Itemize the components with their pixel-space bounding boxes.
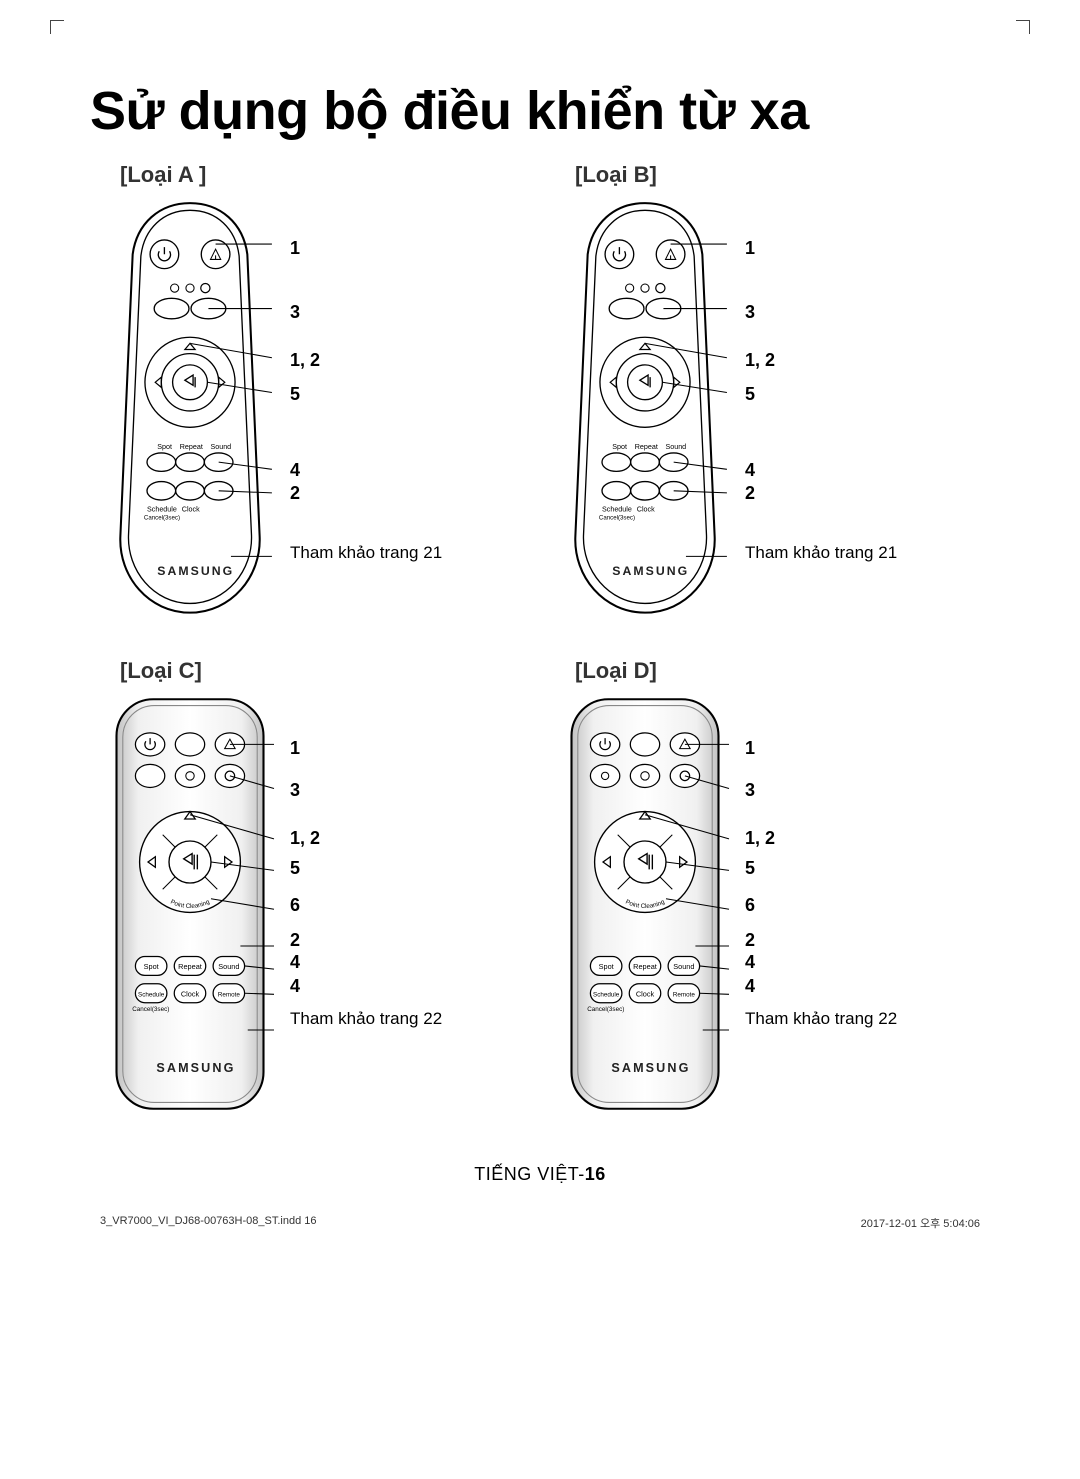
svg-text:Cancel(3sec): Cancel(3sec) [132, 1006, 169, 1013]
ref-d: Tham khảo trang 22 [745, 1008, 897, 1029]
svg-text:Schedule: Schedule [593, 991, 620, 998]
print-timestamp: 2017-12-01 오후 5:04:06 [861, 1215, 980, 1231]
brand-logo: SAMSUNG [157, 564, 234, 578]
callouts-a: 1 3 1, 2 5 4 2 Tham khảo trang 21 [290, 198, 535, 628]
svg-text:Repeat: Repeat [635, 443, 658, 451]
svg-text:Clock: Clock [636, 989, 655, 998]
svg-text:Schedule: Schedule [138, 991, 165, 998]
svg-text:Repeat: Repeat [178, 962, 202, 971]
svg-text:Spot: Spot [144, 962, 159, 971]
cell-type-a: [Loại A ] [90, 162, 535, 628]
label-schedule: Schedule [147, 505, 177, 513]
type-a-label: [Loại A ] [120, 162, 535, 188]
print-footer: 3_VR7000_VI_DJ68-00763H-08_ST.indd 16 20… [60, 1215, 1020, 1231]
svg-text:Sound: Sound [218, 962, 239, 971]
svg-text:Clock: Clock [637, 505, 655, 513]
type-c-label: [Loại C] [120, 658, 535, 684]
label-spot: Spot [157, 443, 172, 451]
svg-text:Sound: Sound [665, 443, 686, 451]
cell-type-b: [Loại B] [545, 162, 990, 628]
cell-type-d: [Loại D] [545, 658, 990, 1114]
remote-grid: [Loại A ] [60, 162, 1020, 1114]
label-clock: Clock [182, 505, 200, 513]
ref-c: Tham khảo trang 22 [290, 1008, 442, 1029]
svg-text:Cancel(3sec): Cancel(3sec) [587, 1006, 624, 1013]
remote-b: Spot Repeat Sound Schedule Clock Cancel(… [545, 198, 745, 628]
svg-text:Clock: Clock [181, 989, 200, 998]
remote-a: Spot Repeat Sound Schedule Clock Cancel(… [90, 198, 290, 628]
svg-text:Spot: Spot [612, 443, 627, 451]
type-d-label: [Loại D] [575, 658, 990, 684]
cell-type-c: [Loại C] [90, 658, 535, 1114]
svg-text:Cancel(3sec): Cancel(3sec) [599, 514, 635, 521]
svg-text:SAMSUNG: SAMSUNG [611, 1061, 690, 1075]
ref-a: Tham khảo trang 21 [290, 542, 442, 563]
svg-text:SAMSUNG: SAMSUNG [612, 564, 689, 578]
svg-text:Remote: Remote [218, 991, 241, 998]
svg-text:Sound: Sound [673, 962, 694, 971]
svg-text:Schedule: Schedule [602, 505, 632, 513]
remote-c: Point Cleaning Spot Repeat Sound Schedul… [90, 694, 290, 1114]
label-sound: Sound [210, 443, 231, 451]
svg-text:Repeat: Repeat [633, 962, 657, 971]
type-b-label: [Loại B] [575, 162, 990, 188]
svg-text:Spot: Spot [599, 962, 614, 971]
callouts-b: 1 3 1, 2 5 4 2 Tham khảo trang 21 [745, 198, 990, 628]
label-repeat: Repeat [180, 443, 203, 451]
callouts-c: 1 3 1, 2 5 6 2 4 4 Tham khảo trang 22 [290, 694, 535, 1114]
remote-d: Point Cleaning Spot Repeat Sound Schedul… [545, 694, 745, 1114]
callouts-d: 1 3 1, 2 5 6 2 4 4 Tham khảo trang 22 [745, 694, 990, 1114]
label-cancel: Cancel(3sec) [144, 514, 180, 521]
svg-text:Remote: Remote [673, 991, 696, 998]
print-filename: 3_VR7000_VI_DJ68-00763H-08_ST.indd 16 [100, 1215, 317, 1231]
page-footer: TIẾNG VIỆT-16 [60, 1164, 1020, 1185]
svg-text:SAMSUNG: SAMSUNG [156, 1061, 235, 1075]
page-title: Sử dụng bộ điều khiển từ xa [90, 80, 1020, 142]
ref-b: Tham khảo trang 21 [745, 542, 897, 563]
